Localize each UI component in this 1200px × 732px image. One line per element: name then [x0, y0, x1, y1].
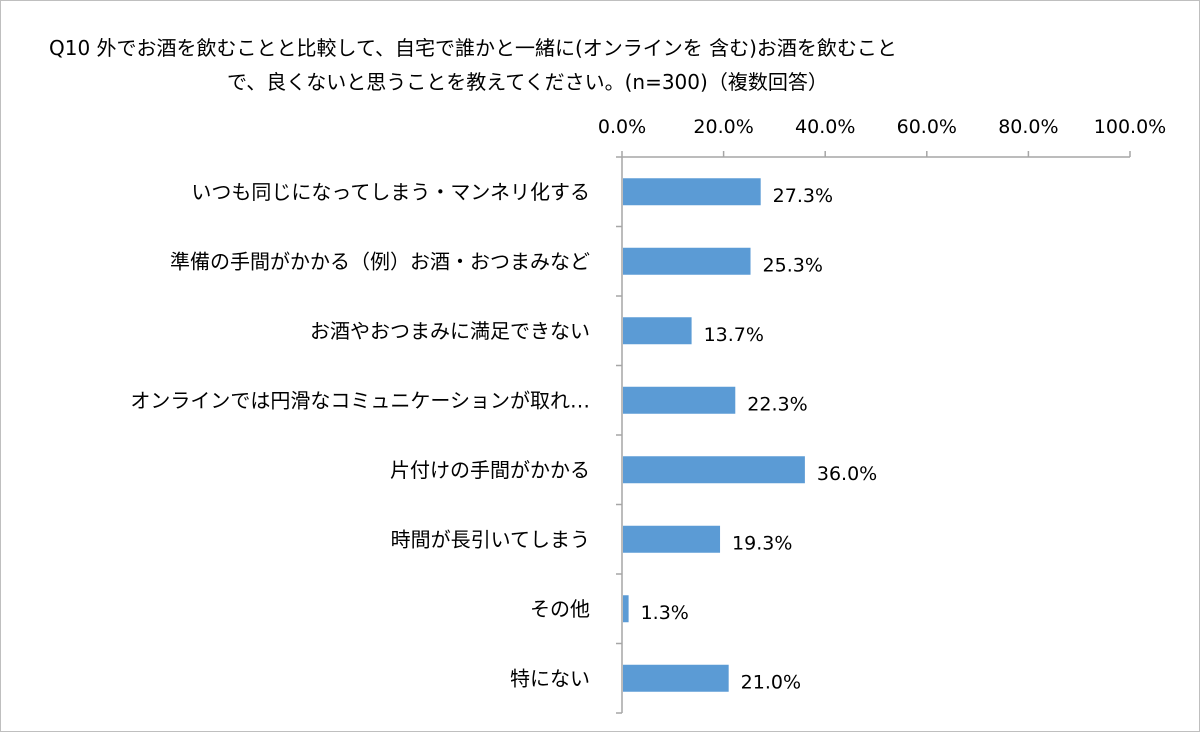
bar: [623, 456, 805, 484]
chart-title-line-2: で、良くないと思うことを教えてください。(n=300)（複数回答）: [227, 70, 828, 94]
category-label: 片付けの手間がかかる: [390, 458, 590, 482]
category-label: 準備の手間がかかる（例）お酒・おつまみなど: [170, 249, 590, 273]
category-label: その他: [530, 597, 590, 621]
x-tick-label: 60.0%: [897, 116, 957, 138]
bar: [623, 525, 721, 553]
axis-layer: [621, 156, 1130, 713]
data-label: 13.7%: [704, 324, 764, 346]
x-tick-label: 40.0%: [795, 116, 855, 138]
bar: [623, 664, 729, 692]
data-label: 1.3%: [641, 602, 689, 624]
category-label: オンラインでは円滑なコミュニケーションが取れ…: [130, 388, 590, 412]
x-tick-label: 20.0%: [693, 116, 753, 138]
data-label: 22.3%: [747, 393, 807, 415]
data-label: 21.0%: [741, 671, 801, 693]
bar: [623, 386, 736, 414]
category-label: お酒やおつまみに満足できない: [310, 319, 590, 343]
tick-layer: 0.0% 20.0% 40.0% 60.0% 80.0% 100.0%: [598, 116, 1166, 714]
bar: [623, 247, 751, 275]
x-tick-label: 100.0%: [1094, 116, 1166, 138]
bar: [623, 595, 629, 623]
x-tick-label: 0.0%: [598, 116, 646, 138]
data-label: 36.0%: [817, 463, 877, 485]
chart-title: Q10 外でお酒を飲むことと比較して、自宅で誰かと一緒に(オンラインを 含む)お…: [49, 31, 1009, 99]
category-label: 時間が長引いてしまう: [391, 527, 590, 551]
bar: [623, 317, 692, 345]
data-label: 25.3%: [763, 254, 823, 276]
category-label: いつも同じになってしまう・マンネリ化する: [191, 180, 590, 204]
data-label-layer: 27.3% 25.3% 13.7% 22.3% 36.0% 19.3% 1.3% 21.0%: [641, 185, 878, 694]
bar: [623, 178, 761, 206]
data-label: 19.3%: [732, 532, 792, 554]
category-label-layer: いつも同じになってしまう・マンネリ化する準備の手間がかかる（例）お酒・おつまみな…: [130, 180, 590, 691]
chart-title-line-1: Q10 外でお酒を飲むことと比較して、自宅で誰かと一緒に(オンラインを 含む)お…: [49, 36, 897, 60]
category-label: 特にない: [510, 666, 590, 690]
x-tick-label: 80.0%: [998, 116, 1058, 138]
bar-layer: [623, 178, 805, 692]
data-label: 27.3%: [773, 185, 833, 207]
